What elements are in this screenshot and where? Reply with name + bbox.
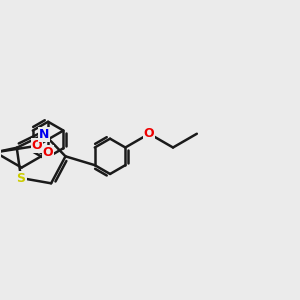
Text: O: O <box>32 139 42 152</box>
Text: O: O <box>144 127 154 140</box>
Text: N: N <box>39 128 50 141</box>
Text: O: O <box>43 146 53 159</box>
Text: S: S <box>16 172 26 184</box>
